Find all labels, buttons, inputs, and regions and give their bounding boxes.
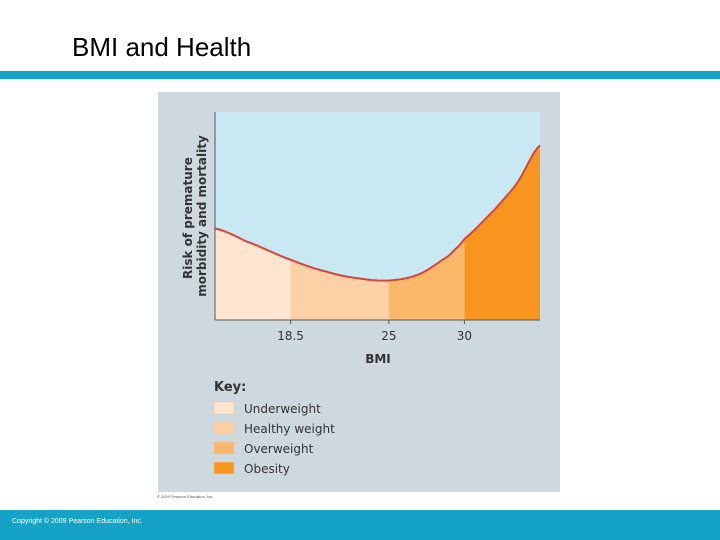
y-axis-label: Risk of premature morbidity and mortalit…	[181, 135, 209, 297]
legend-label: Overweight	[244, 442, 314, 456]
region-healthy-weight	[290, 259, 389, 320]
legend-title: Key:	[214, 380, 246, 395]
risk-curve	[214, 144, 541, 282]
legend-label: Obesity	[244, 462, 290, 476]
x-axis-ticks: 18.5 25 30	[277, 320, 472, 343]
y-axis-label-line-1: Risk of premature	[181, 157, 195, 279]
legend: Underweight Healthy weight Overweight Obesi…	[213, 401, 335, 476]
x-tick-label: 25	[381, 329, 396, 343]
title-underline-bar	[0, 71, 720, 79]
legend-swatch	[213, 441, 235, 455]
legend-swatch	[213, 461, 235, 475]
risk-area-above-curve	[215, 112, 540, 281]
figure-credit: © 2009 Pearson Education, Inc.	[157, 494, 214, 499]
copyright-footer: Copyright © 2009 Pearson Education, Inc.	[12, 518, 143, 525]
legend-swatch	[213, 401, 235, 415]
region-overweight	[388, 238, 465, 320]
slide-title: BMI and Health	[72, 32, 252, 62]
x-tick-label: 30	[457, 329, 472, 343]
legend-label: Underweight	[244, 402, 321, 416]
legend-label: Healthy weight	[244, 422, 335, 436]
x-tick-label: 18.5	[277, 329, 304, 343]
bmi-regions	[215, 145, 540, 320]
legend-swatch	[213, 421, 235, 435]
region-obesity	[464, 145, 540, 320]
y-axis-label-line-2: morbidity and mortality	[195, 135, 209, 297]
footer-bar	[0, 510, 720, 540]
x-axis-label: BMI	[365, 352, 391, 366]
region-underweight	[215, 228, 291, 320]
